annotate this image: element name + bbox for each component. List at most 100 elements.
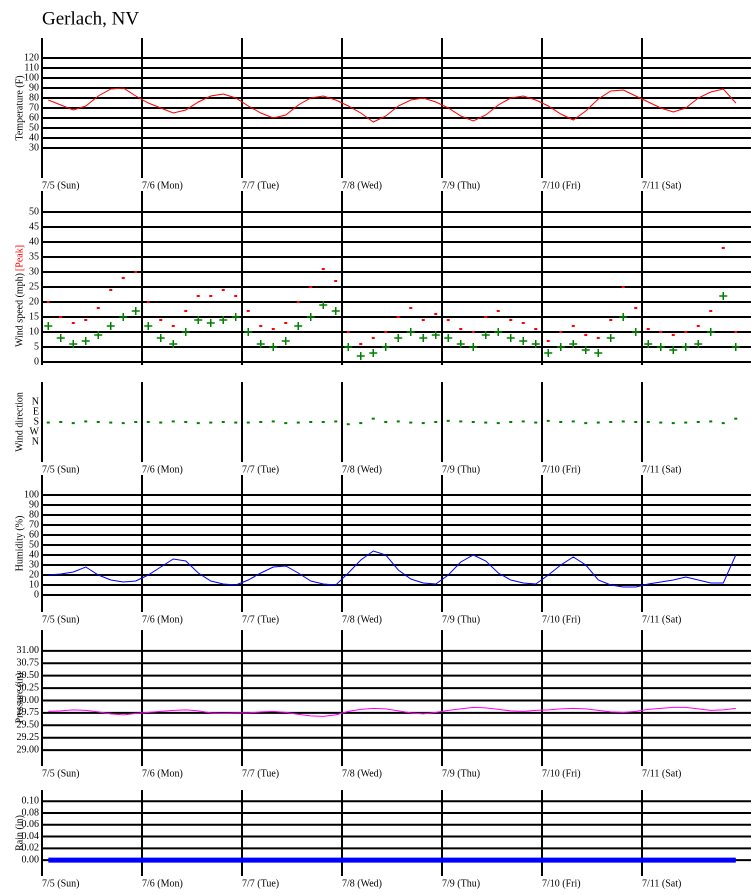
data-point [584,422,588,425]
data-line [48,87,737,123]
y-tick-label: 10 [29,579,39,590]
y-tick-label: 45 [29,221,39,232]
data-point [46,301,50,303]
y-tick-label: 30.75 [17,658,40,669]
x-tick-label: 7/8 (Wed) [342,614,382,625]
data-point [306,313,315,321]
data-point [171,420,175,423]
data-point [696,325,700,327]
data-point [459,420,463,423]
data-point [146,301,150,303]
y-axis-label: Temperature (F) [14,75,25,140]
x-tick-label: 7/7 (Tue) [242,180,279,191]
y-axis-label: Rain (in) [14,815,25,851]
data-point [196,295,200,297]
data-point [331,307,340,315]
data-point [394,334,403,342]
x-tick-label: 7/11 (Sat) [642,878,681,889]
y-tick-label: 29.25 [17,732,40,743]
data-point [59,316,63,318]
x-tick-label: 7/10 (Fri) [542,180,581,191]
data-point [146,421,150,423]
data-point [209,421,213,424]
data-point [221,289,225,291]
x-tick-label: 7/7 (Tue) [242,614,279,625]
data-point [234,295,238,297]
data-point [206,319,215,327]
y-tick-label: 40 [29,132,39,143]
data-point [421,319,425,321]
data-point [71,422,75,425]
y-tick-label: 60 [29,112,39,123]
y-tick-label: W [30,426,40,437]
y-tick-label: 70 [29,102,39,113]
x-tick-label: 7/6 (Mon) [142,768,183,779]
x-tick-label: 7/7 (Tue) [242,464,279,475]
data-point [96,307,100,309]
data-point [621,286,625,288]
y-tick-label: 30 [29,142,39,153]
data-point [434,421,438,423]
data-point [644,340,653,348]
data-point [671,334,675,336]
y-tick-label: 90 [29,82,39,93]
x-tick-label: 7/10 (Fri) [542,878,581,889]
data-point [731,343,740,351]
data-point [619,313,628,321]
data-point [471,421,475,423]
data-point [84,420,88,423]
data-point [721,422,725,425]
y-tick-label: 20 [29,569,39,580]
y-tick-label: 15 [29,311,39,322]
data-point [719,292,728,300]
data-point [346,423,350,426]
x-tick-label: 7/6 (Mon) [142,878,183,889]
data-point [334,280,338,282]
data-point [106,322,115,330]
data-point [294,322,303,330]
y-tick-label: 40 [29,236,39,247]
data-point [271,328,275,330]
x-tick-label: 7/6 (Mon) [142,180,183,191]
y-tick-label: 40 [29,549,39,560]
x-tick-label: 7/5 (Sun) [42,614,80,625]
data-point [271,420,275,423]
data-point [609,319,613,321]
data-point [321,268,325,270]
data-point [609,421,613,423]
data-point [219,316,228,324]
data-point [384,421,388,423]
y-tick-label: E [33,406,39,417]
data-point [494,328,503,336]
data-point [81,337,90,345]
data-point [734,417,738,420]
x-tick-label: 7/8 (Wed) [342,464,382,475]
data-point [244,328,253,336]
data-point [634,307,638,309]
data-line [48,706,736,717]
data-point [194,316,203,324]
data-point [96,421,100,423]
y-tick-label: 30 [29,559,39,570]
data-point [159,319,163,321]
data-point [84,319,88,321]
data-point [169,340,178,348]
data-point [721,247,725,249]
x-tick-label: 7/5 (Sun) [42,768,80,779]
data-point [396,420,400,423]
y-tick-label: 110 [24,62,39,73]
y-tick-label: 50 [29,122,39,133]
data-point [321,421,325,423]
data-point [659,331,663,333]
data-point [221,421,225,423]
y-tick-label: 25 [29,281,39,292]
data-point [46,421,50,424]
data-point [371,337,375,339]
y-tick-label: 0.02 [22,843,40,854]
data-point [496,310,500,312]
data-point [509,421,513,423]
data-point [596,337,600,339]
y-tick-label: 29.00 [17,744,40,755]
y-tick-label: 100 [24,72,39,83]
x-tick-label: 7/10 (Fri) [542,614,581,625]
